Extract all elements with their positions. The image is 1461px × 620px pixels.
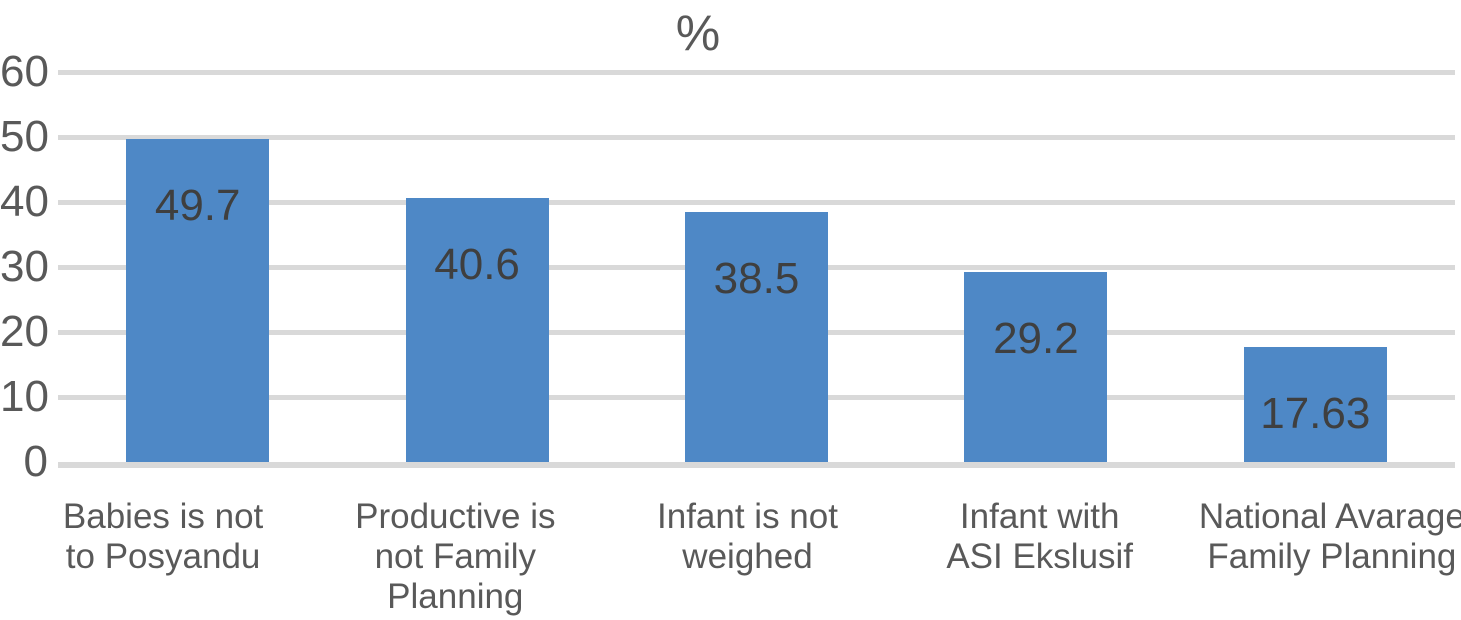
gridline [58, 199, 1455, 205]
bar-value-label: 49.7 [154, 180, 241, 230]
chart-title: % [675, 5, 721, 61]
category-label: Infant with ASI Ekslusif [946, 497, 1134, 576]
x-axis-labels: Babies is not to Posyandu Productive is n… [0, 497, 1461, 620]
y-tick-label: 10 [0, 372, 49, 421]
y-tick-label: 60 [0, 47, 49, 96]
category-label: Babies is not to Posyandu [62, 497, 264, 576]
plot-area: 0 10 20 30 40 50 60 49.7 40.6 38.5 29.2 17.63 [0, 48, 1455, 486]
bar: 17.63 [1243, 347, 1387, 462]
gridline [58, 134, 1455, 140]
bar: 38.5 [685, 211, 828, 462]
y-tick-label: 0 [23, 437, 48, 486]
bar-value-label: 17.63 [1260, 389, 1371, 439]
bar-value-label: 29.2 [993, 314, 1079, 364]
gridline [58, 462, 1455, 468]
bar-value-label: 40.6 [434, 240, 520, 290]
y-tick-label: 20 [0, 307, 49, 356]
bar: 40.6 [405, 198, 549, 462]
bar: 49.7 [126, 138, 270, 462]
category-label: National Avarage Family Planning [1198, 497, 1461, 576]
y-tick-label: 40 [0, 177, 49, 226]
bar-value-label: 38.5 [713, 253, 800, 303]
category-label: Infant is not weighed [657, 497, 838, 576]
y-tick-label: 50 [0, 112, 49, 161]
y-tick-label: 30 [0, 242, 49, 291]
category-label: Productive is not Family Planning [355, 497, 556, 616]
gridline [58, 69, 1455, 75]
bar: 29.2 [964, 272, 1108, 462]
